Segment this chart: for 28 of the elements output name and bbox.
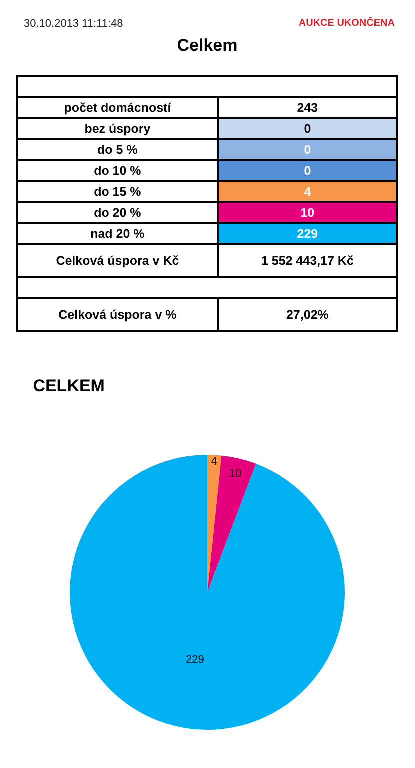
pie-slice: [208, 456, 256, 592]
text: AUKCE UKONČENA: [298, 18, 395, 29]
text: 4: [304, 184, 312, 198]
category-label: nad 20 %: [17, 223, 218, 244]
text: 10: [300, 206, 315, 220]
text: 30.10.2013 11:11:48: [24, 18, 124, 30]
category-label: počet domácností: [17, 97, 218, 118]
data-label: 229: [186, 654, 204, 666]
category-label: Celková úspora v Kč: [17, 244, 218, 277]
chart-title: CELKEM: [33, 376, 105, 396]
category-label: do 20 %: [17, 202, 218, 223]
text: 27,02%: [286, 308, 329, 322]
category-label: do 10 %: [17, 160, 218, 181]
category-label: Celková úspora v %: [17, 298, 218, 331]
pie-slice: [208, 455, 222, 592]
category-label: bez úspory: [17, 118, 218, 139]
text: 243: [297, 100, 318, 114]
category-label: do 5 %: [17, 139, 218, 160]
text: 0: [304, 164, 312, 178]
text: 0: [304, 122, 312, 136]
data-label: 10: [229, 468, 242, 480]
category-label: do 15 %: [17, 181, 218, 202]
text: Celkem: [176, 36, 239, 56]
pie-slice: [70, 455, 345, 730]
text: 229: [297, 226, 318, 240]
text: 0: [304, 142, 312, 156]
data-label: 4: [211, 456, 218, 468]
text: 1 552 443,17 Kč: [261, 254, 354, 268]
